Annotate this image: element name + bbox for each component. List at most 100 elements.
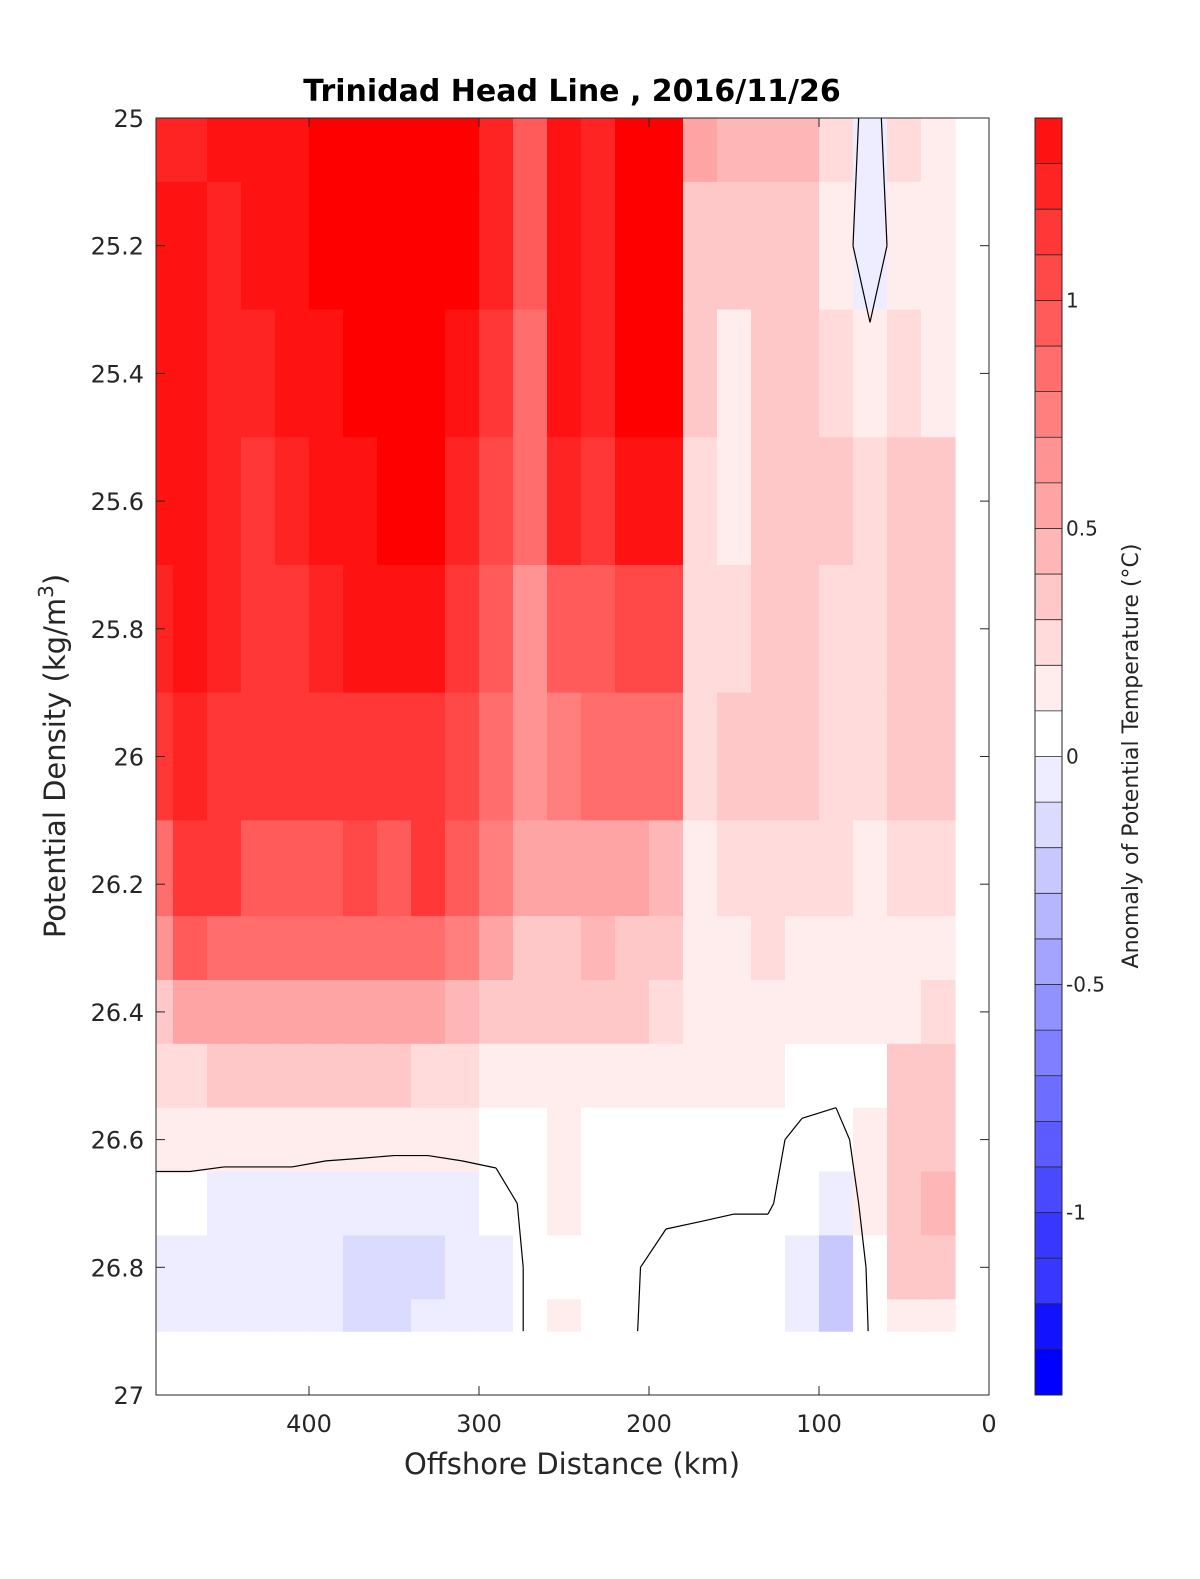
zero-contour-segment <box>637 1267 642 1332</box>
heatmap-cell <box>377 437 412 566</box>
heatmap-cell <box>173 309 208 438</box>
zero-contour-segment <box>325 1157 361 1162</box>
heatmap-cell <box>411 1171 446 1236</box>
heatmap-cell <box>377 1235 412 1300</box>
heatmap-cell <box>275 564 310 694</box>
heatmap-cell <box>445 181 480 311</box>
heatmap-cell <box>547 1043 582 1109</box>
zero-contour-segment <box>291 1160 327 1168</box>
heatmap-cell <box>377 692 412 821</box>
heatmap-cell <box>241 564 276 694</box>
heatmap-cell <box>513 1043 548 1109</box>
heatmap-cell <box>649 1235 684 1300</box>
y-tick-label: 25.2 <box>91 233 144 261</box>
heatmap-cell <box>887 692 922 821</box>
x-tick-label: 300 <box>456 1410 502 1438</box>
heatmap-cell <box>547 437 582 566</box>
heatmap-cell <box>853 437 888 566</box>
heatmap-cell <box>309 692 344 821</box>
heatmap-cell <box>785 118 820 183</box>
colorbar-swatch <box>1035 1349 1062 1395</box>
heatmap-cell <box>513 1235 548 1300</box>
zero-contour-segment <box>801 1107 837 1119</box>
heatmap-cell <box>445 1043 480 1109</box>
colorbar-swatch <box>1035 1030 1062 1076</box>
heatmap-cell <box>717 118 752 183</box>
heatmap-cell <box>173 1299 208 1332</box>
heatmap-cell <box>683 916 718 981</box>
heatmap-cell <box>921 916 956 981</box>
heatmap-cell <box>717 1235 752 1300</box>
zero-contour-segment <box>784 1117 803 1140</box>
heatmap-cell <box>615 437 650 566</box>
colorbar-tick-label: 1 <box>1066 288 1079 312</box>
heatmap-cell <box>547 820 582 917</box>
heatmap-cell <box>581 118 616 183</box>
heatmap-cell <box>581 979 616 1045</box>
heatmap-cell <box>241 1171 276 1236</box>
heatmap-cell <box>275 1107 310 1173</box>
heatmap-cell <box>819 309 854 438</box>
heatmap-cell <box>649 1043 684 1109</box>
heatmap-cell <box>853 564 888 694</box>
zero-contour-segment <box>849 1139 860 1204</box>
heatmap-cell <box>207 1299 242 1332</box>
heatmap-cell <box>615 916 650 981</box>
heatmap-cell <box>479 1107 514 1173</box>
zero-contour-segment <box>461 1160 497 1169</box>
colorbar-swatch <box>1035 1075 1062 1122</box>
heatmap-cell <box>785 692 820 821</box>
colorbar-swatch <box>1035 163 1062 210</box>
heatmap-cell <box>207 1171 242 1236</box>
heatmap-cell <box>445 118 480 183</box>
heatmap-cell <box>445 1235 480 1300</box>
colorbar-tick-label: -0.5 <box>1066 973 1105 997</box>
heatmap-cell <box>615 564 650 694</box>
zero-contour-segment <box>852 245 871 323</box>
heatmap-cell <box>173 1171 208 1236</box>
heatmap-cell <box>649 564 684 694</box>
zero-contour-lines <box>156 118 888 1332</box>
heatmap-cell <box>887 309 922 438</box>
heatmap-cell <box>309 1299 344 1332</box>
heatmap-cell <box>343 181 378 311</box>
heatmap-cell <box>445 564 480 694</box>
heatmap-cell <box>921 820 956 917</box>
heatmap-cell <box>445 309 480 438</box>
heatmap-cell <box>377 1043 412 1109</box>
heatmap-cell <box>343 118 378 183</box>
y-tick-label: 25 <box>113 105 144 133</box>
heatmap-cell <box>547 1171 582 1236</box>
heatmap-cell <box>377 820 412 917</box>
heatmap-cell <box>785 1107 820 1173</box>
heatmap-cell <box>241 692 276 821</box>
heatmap-cell <box>853 820 888 917</box>
heatmap-cell <box>581 820 616 917</box>
zero-contour-segment <box>516 1203 524 1268</box>
heatmap-cell <box>853 1235 888 1300</box>
heatmap-cell <box>581 181 616 311</box>
colorbar-swatch <box>1035 254 1062 301</box>
heatmap-cell <box>377 979 412 1045</box>
colorbar-swatch <box>1035 984 1062 1031</box>
heatmap-cell <box>615 1171 650 1236</box>
heatmap-cell <box>683 1107 718 1173</box>
heatmap-cell <box>309 118 344 183</box>
heatmap-cell <box>683 692 718 821</box>
heatmap-cell <box>241 181 276 311</box>
heatmap-cell <box>343 1043 378 1109</box>
heatmap-cell <box>785 1171 820 1236</box>
heatmap-cell <box>479 118 514 183</box>
heatmap-cell <box>513 437 548 566</box>
heatmap-cell <box>751 1107 786 1173</box>
heatmap-cell <box>547 564 582 694</box>
heatmap-cell <box>649 309 684 438</box>
heatmap-cell <box>581 1107 616 1173</box>
heatmap-cell <box>343 564 378 694</box>
y-tick-label: 26.2 <box>91 871 144 899</box>
zero-contour-segment <box>852 118 860 246</box>
heatmap-cell <box>513 118 548 183</box>
heatmap-cell <box>241 118 276 183</box>
heatmap-cell <box>683 1299 718 1332</box>
heatmap-cell <box>173 820 208 917</box>
